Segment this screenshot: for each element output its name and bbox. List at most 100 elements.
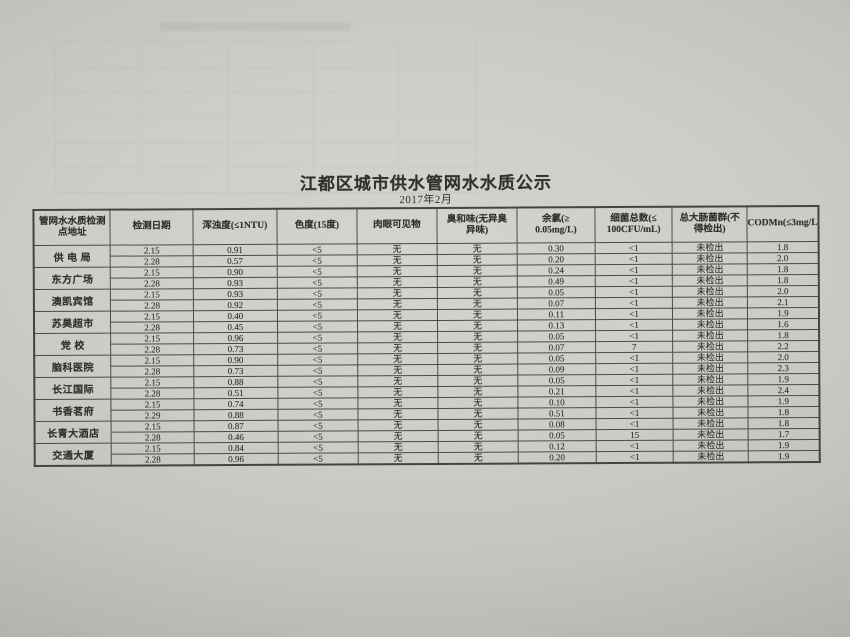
column-header-line: CODMn(≤3mg/L) xyxy=(747,218,819,229)
cell-visible: 无 xyxy=(358,441,439,453)
cell-chroma: <5 xyxy=(278,452,359,465)
cell-date: 2.15 xyxy=(110,288,194,301)
cell-chlorine: 0.24 xyxy=(517,264,595,277)
cell-chroma: <5 xyxy=(277,408,358,421)
cell-visible: 无 xyxy=(357,320,438,332)
cell-odor: 无 xyxy=(437,276,518,288)
cell-bacteria: <1 xyxy=(595,418,674,430)
cell-odor: 无 xyxy=(437,309,518,321)
cell-chlorine: 0.07 xyxy=(517,341,596,354)
column-header-bacteria: 细菌总数(≤ 100CFU/mL) xyxy=(594,206,673,243)
cell-codmn: 1.8 xyxy=(748,417,820,429)
cell-turbidity: 0.93 xyxy=(193,288,278,300)
cell-odor: 无 xyxy=(437,254,518,266)
cell-date: 2.28 xyxy=(110,299,194,312)
cell-odor: 无 xyxy=(437,375,518,387)
cell-codmn: 1.9 xyxy=(748,450,820,463)
cell-visible: 无 xyxy=(357,276,438,288)
column-header-line: 点地址 xyxy=(57,227,87,238)
cell-coliform: 未检出 xyxy=(672,252,748,265)
cell-bacteria: <1 xyxy=(595,407,674,419)
column-header-line: 色度(15度) xyxy=(294,220,340,231)
column-header-odor: 臭和味(无异臭 异味) xyxy=(436,207,518,244)
cell-turbidity: 0.45 xyxy=(193,321,278,333)
cell-coliform: 未检出 xyxy=(673,351,748,364)
cell-odor: 无 xyxy=(437,287,518,299)
column-header-turbidity: 浑浊度(≤1NTU) xyxy=(192,208,277,245)
location-cell: 东方广场 xyxy=(33,267,111,290)
column-header-location: 管网水水质检测 点地址 xyxy=(33,209,111,246)
cell-chroma: <5 xyxy=(277,309,358,322)
cell-visible: 无 xyxy=(357,386,438,398)
column-header-line: 肉眼可见物 xyxy=(373,220,421,231)
cell-odor: 无 xyxy=(437,320,518,332)
cell-turbidity: 0.90 xyxy=(193,354,278,366)
cell-date: 2.28 xyxy=(111,343,194,356)
cell-chlorine: 0.10 xyxy=(517,396,596,409)
cell-bacteria: <1 xyxy=(595,440,674,452)
cell-date: 2.15 xyxy=(111,354,194,367)
cell-visible: 无 xyxy=(357,397,438,409)
cell-coliform: 未检出 xyxy=(673,362,748,375)
cell-bacteria: <1 xyxy=(595,297,673,309)
cell-coliform: 未检出 xyxy=(672,318,748,331)
location-cell: 供 电 局 xyxy=(33,245,111,268)
cell-coliform: 未检出 xyxy=(673,340,748,353)
cell-bacteria: <1 xyxy=(595,308,673,320)
cell-date: 2.15 xyxy=(111,376,194,389)
column-header-line: 总大肠菌群(不 xyxy=(679,212,740,224)
cell-chroma: <5 xyxy=(277,375,358,388)
cell-odor: 无 xyxy=(437,331,518,343)
cell-odor: 无 xyxy=(437,364,518,376)
cell-chroma: <5 xyxy=(277,331,358,344)
cell-chroma: <5 xyxy=(277,430,359,443)
location-cell: 苏昊超市 xyxy=(33,311,111,334)
location-cell: 书香茗府 xyxy=(34,399,112,422)
cell-chlorine: 0.20 xyxy=(517,253,595,266)
cell-chlorine: 0.05 xyxy=(517,286,596,299)
cell-turbidity: 0.57 xyxy=(193,255,278,267)
column-header-line: 得检出) xyxy=(693,224,726,235)
cell-coliform: 未检出 xyxy=(672,241,748,254)
cell-coliform: 未检出 xyxy=(672,263,748,276)
cell-chroma: <5 xyxy=(277,320,358,333)
cell-coliform: 未检出 xyxy=(673,406,749,419)
cell-codmn: 1.9 xyxy=(747,307,820,319)
cell-chlorine: 0.13 xyxy=(517,319,596,332)
cell-chroma: <5 xyxy=(276,254,358,267)
cell-date: 2.28 xyxy=(111,431,194,444)
cell-visible: 无 xyxy=(357,265,438,277)
cell-bacteria: <1 xyxy=(595,363,674,375)
header-row: 管网水水质检测 点地址 检测日期 浑浊度(≤1NTU) 色度(15度) 肉眼可见物 臭和味(… xyxy=(33,205,819,246)
location-cell: 长江国际 xyxy=(34,377,112,400)
cell-bacteria: 7 xyxy=(595,341,674,353)
cell-bacteria: <1 xyxy=(594,253,673,265)
cell-bacteria: <1 xyxy=(595,374,674,386)
cell-chroma: <5 xyxy=(277,342,358,355)
cell-codmn: 2.0 xyxy=(747,351,820,363)
cell-turbidity: 0.88 xyxy=(193,376,278,388)
cell-chlorine: 0.11 xyxy=(517,308,596,321)
cell-codmn: 1.8 xyxy=(747,406,820,418)
cell-chroma: <5 xyxy=(277,419,358,432)
cell-chroma: <5 xyxy=(277,265,358,278)
cell-date: 2.28 xyxy=(111,387,194,400)
cell-date: 2.28 xyxy=(110,321,194,334)
cell-bacteria: <1 xyxy=(594,264,673,276)
cell-odor: 无 xyxy=(437,408,519,420)
cell-coliform: 未检出 xyxy=(673,373,748,386)
cell-odor: 无 xyxy=(438,441,519,453)
cell-turbidity: 0.96 xyxy=(193,332,278,344)
cell-bacteria: <1 xyxy=(595,319,673,331)
cell-odor: 无 xyxy=(437,397,518,409)
cell-codmn: 1.9 xyxy=(747,395,820,407)
cell-turbidity: 0.96 xyxy=(194,453,279,466)
cell-codmn: 1.9 xyxy=(747,373,820,385)
column-header-line: 检测日期 xyxy=(132,221,171,232)
cell-turbidity: 0.73 xyxy=(193,343,278,355)
cell-odor: 无 xyxy=(437,419,519,431)
cell-chlorine: 0.51 xyxy=(517,407,596,420)
cell-visible: 无 xyxy=(356,243,438,255)
water-quality-table: 管网水水质检测 点地址 检测日期 浑浊度(≤1NTU) 色度(15度) 肉眼可见物 臭和味(… xyxy=(32,204,821,468)
document-sheet: 江都区城市供水管网水水质公示 2017年2月 管网水水质检测 点地址 检测日期 浑浊度… xyxy=(32,171,821,468)
